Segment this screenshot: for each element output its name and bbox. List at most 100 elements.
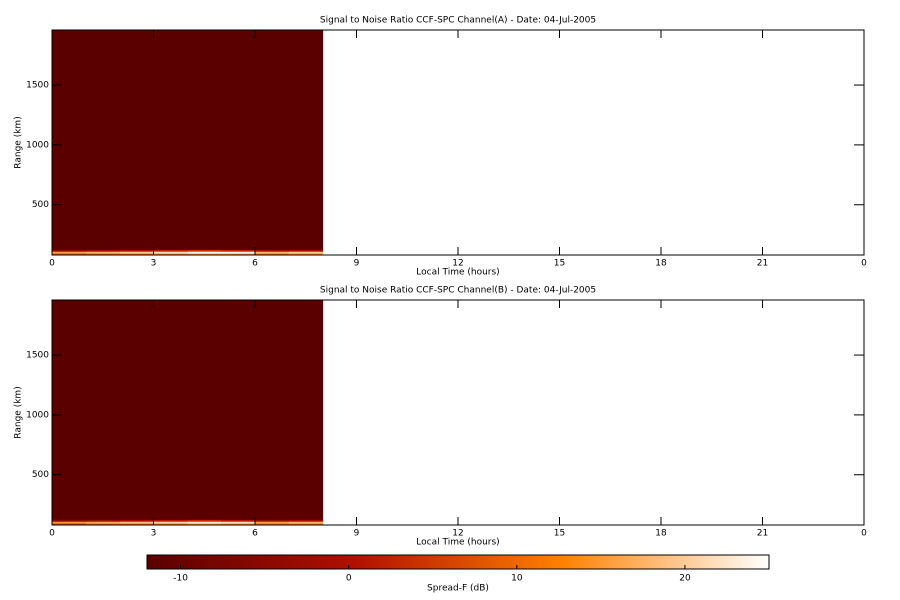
y-tick-label: 1000 — [26, 140, 49, 150]
heatmap-cell — [52, 249, 87, 252]
x-tick-label: 0 — [861, 259, 867, 269]
heatmap-cell — [52, 253, 87, 256]
heatmap-cell — [288, 523, 324, 526]
heatmap-cell — [221, 30, 256, 250]
heatmap-cell — [119, 523, 154, 526]
heatmap-cell — [255, 30, 290, 250]
heatmap-cell — [288, 521, 324, 524]
heatmap-cell — [255, 523, 290, 526]
colorbar-tick-label: 10 — [511, 574, 523, 584]
heatmap-cell — [187, 300, 222, 520]
y-tick-label: 1500 — [26, 81, 49, 91]
x-axis-label: Local Time (hours) — [416, 268, 499, 278]
colorbar — [146, 554, 770, 570]
x-tick-label: 9 — [354, 259, 360, 269]
y-axis-label: Range (km) — [14, 116, 24, 168]
heatmap-cell — [255, 251, 290, 254]
heatmap-cell — [255, 519, 290, 522]
x-axis-label: Local Time (hours) — [416, 538, 499, 548]
heatmap-cell — [85, 519, 121, 522]
x-tick-label: 18 — [655, 529, 667, 539]
heatmap-cell — [153, 523, 188, 526]
x-tick-label: 6 — [252, 259, 258, 269]
heatmap-cell — [119, 251, 154, 254]
heatmap-cell — [187, 521, 222, 524]
heatmap-cell — [153, 521, 188, 524]
x-tick-label: 0 — [49, 529, 55, 539]
heatmap-cell — [52, 30, 87, 250]
x-tick-label: 21 — [757, 259, 768, 269]
heatmap-cell — [288, 30, 324, 250]
heatmap-cell — [288, 300, 324, 520]
heatmap-cell — [153, 519, 188, 522]
x-tick-label: 15 — [554, 529, 565, 539]
heatmap-cell — [85, 251, 121, 254]
x-tick-label: 9 — [354, 529, 360, 539]
heatmap-cell — [85, 249, 121, 252]
heatmap-cell — [119, 300, 154, 520]
x-tick-label: 12 — [452, 259, 463, 269]
x-tick-label: 18 — [655, 259, 667, 269]
y-tick-label: 500 — [32, 200, 49, 210]
heatmap-cell — [221, 519, 256, 522]
heatmap-cell — [85, 523, 121, 526]
heatmap-cell — [255, 249, 290, 252]
heatmap-cell — [119, 521, 154, 524]
heatmap-cell — [221, 249, 256, 252]
y-axis-label: Range (km) — [14, 386, 24, 438]
heatmap-cell — [187, 30, 222, 250]
heatmap-cell — [288, 253, 324, 256]
heatmap-cell — [187, 251, 222, 254]
heatmap-cell — [221, 251, 256, 254]
heatmap-cell — [255, 300, 290, 520]
heatmap-cell — [52, 523, 87, 526]
heatmap-cell — [85, 521, 121, 524]
x-tick-label: 15 — [554, 259, 565, 269]
heatmap-cell — [288, 251, 324, 254]
heatmap-cell — [187, 253, 222, 256]
heatmap-cell — [85, 300, 121, 520]
heatmap-cell — [85, 30, 121, 250]
heatmap-cell — [187, 249, 222, 252]
y-tick-label: 1500 — [26, 351, 49, 361]
x-tick-label: 3 — [151, 259, 157, 269]
colorbar-label: Spread-F (dB) — [427, 584, 489, 594]
chart-title: Signal to Noise Ratio CCF-SPC Channel(B)… — [320, 286, 596, 296]
heatmap-cell — [119, 249, 154, 252]
heatmap-cell — [85, 253, 121, 256]
heatmap-cell — [221, 521, 256, 524]
heatmap-cell — [187, 523, 222, 526]
heatmap-cell — [119, 253, 154, 256]
x-tick-label: 21 — [757, 529, 768, 539]
heatmap-cell — [52, 521, 87, 524]
heatmap-cell — [221, 523, 256, 526]
heatmap-cell — [288, 519, 324, 522]
heatmap-cell — [187, 519, 222, 522]
x-tick-label: 0 — [861, 529, 867, 539]
x-tick-label: 6 — [252, 529, 258, 539]
heatmap-cell — [52, 519, 87, 522]
heatmap-cell — [153, 249, 188, 252]
colorbar-tick-label: -10 — [173, 574, 188, 584]
heatmap-cell — [52, 300, 87, 520]
colorbar-tick-label: 0 — [346, 574, 352, 584]
heatmap-cell — [52, 251, 87, 254]
heatmap-cell — [221, 300, 256, 520]
heatmap-cell — [119, 519, 154, 522]
heatmap-cell — [153, 30, 188, 250]
x-tick-label: 0 — [49, 259, 55, 269]
chart-title: Signal to Noise Ratio CCF-SPC Channel(A)… — [320, 16, 596, 26]
heatmap-cell — [119, 30, 154, 250]
heatmap-cell — [255, 253, 290, 256]
heatmap-cell — [255, 521, 290, 524]
y-tick-label: 500 — [32, 470, 49, 480]
x-tick-label: 12 — [452, 529, 463, 539]
heatmap-cell — [153, 251, 188, 254]
heatmap-cell — [153, 253, 188, 256]
y-tick-label: 1000 — [26, 410, 49, 420]
heatmap-cell — [153, 300, 188, 520]
x-tick-label: 3 — [151, 529, 157, 539]
colorbar-tick-label: 20 — [679, 574, 691, 584]
heatmap-cell — [288, 249, 324, 252]
